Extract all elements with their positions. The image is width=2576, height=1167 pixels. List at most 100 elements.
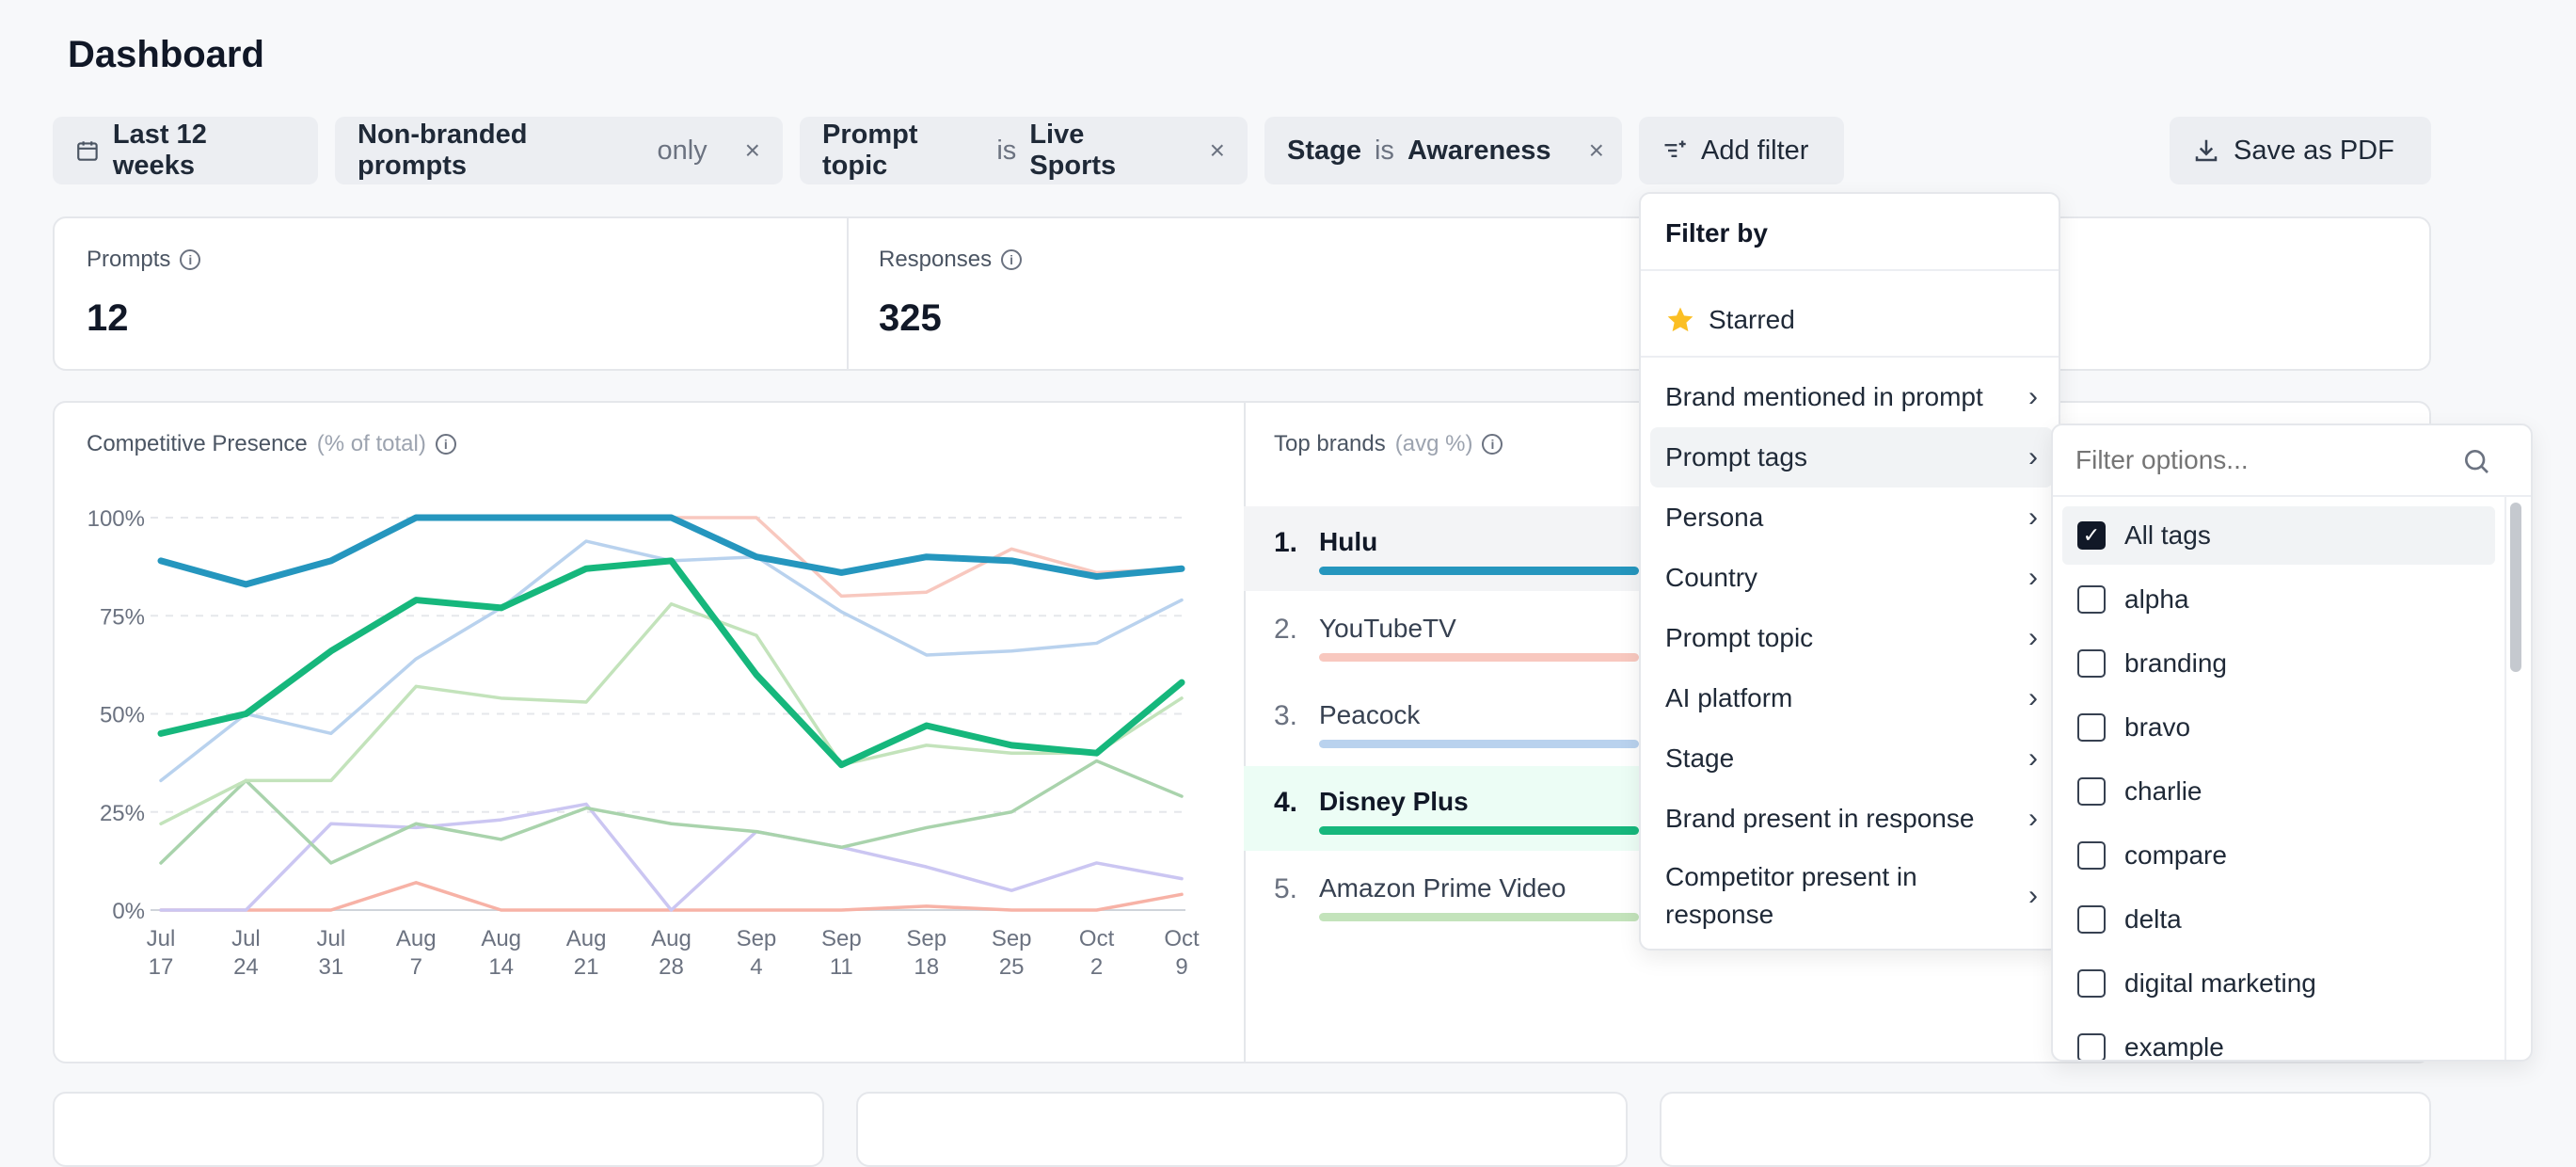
tag-option[interactable]: branding <box>2062 634 2495 693</box>
scrollbar-thumb[interactable] <box>2510 503 2521 672</box>
info-icon[interactable]: i <box>1001 249 1023 270</box>
brand-bar <box>1319 653 1639 662</box>
tag-option[interactable]: digital marketing <box>2062 954 2495 1013</box>
filter-country[interactable]: Country › <box>1665 562 2038 593</box>
menu-divider <box>1641 269 2059 271</box>
non-branded-qualifier: only <box>657 135 708 166</box>
brand-row-disney-plus[interactable]: 4. Disney Plus <box>1244 766 1639 851</box>
x-tick-label: 31 <box>318 954 343 980</box>
chevron-right-icon: › <box>2028 441 2038 472</box>
tag-option[interactable]: charlie <box>2062 762 2495 821</box>
brand-rank: 5. <box>1274 873 1298 904</box>
brand-bar <box>1319 567 1639 575</box>
x-tick-label: Aug <box>481 926 521 951</box>
remove-stage-icon[interactable]: × <box>1588 136 1604 165</box>
checkbox-checked[interactable]: ✓ <box>2077 521 2106 550</box>
remove-prompt-topic-icon[interactable]: × <box>1209 136 1225 165</box>
brand-name: YouTubeTV <box>1319 614 1456 643</box>
stage-field: Stage <box>1287 135 1361 166</box>
top-brands-title: Top brands (avg %) i <box>1274 431 1503 457</box>
tag-option[interactable]: bravo <box>2062 698 2495 757</box>
tag-option-all[interactable]: ✓ All tags <box>2062 506 2495 565</box>
non-branded-chip[interactable]: Non-branded prompts only × <box>335 117 783 184</box>
filter-persona[interactable]: Persona › <box>1665 502 2038 533</box>
x-tick-label: Aug <box>566 926 607 951</box>
x-tick-label: 28 <box>659 954 684 980</box>
x-tick-label: 25 <box>999 954 1025 980</box>
filter-options-input[interactable] <box>2053 425 2448 495</box>
stage-chip[interactable]: Stage is Awareness × <box>1264 117 1622 184</box>
brand-bar <box>1319 913 1639 921</box>
brand-name: Disney Plus <box>1319 787 1469 816</box>
prompt-topic-op: is <box>996 135 1017 166</box>
checkbox[interactable] <box>2077 1033 2106 1060</box>
prompt-topic-chip[interactable]: Prompt topic is Live Sports × <box>800 117 1248 184</box>
x-tick-label: 17 <box>149 954 174 980</box>
filter-stage[interactable]: Stage › <box>1665 743 2038 774</box>
brand-name: Amazon Prime Video <box>1319 873 1566 903</box>
info-icon[interactable]: i <box>435 434 456 455</box>
chevron-right-icon: › <box>2028 502 2038 533</box>
remove-non-branded-icon[interactable]: × <box>744 136 760 165</box>
add-filter-button[interactable]: Add filter <box>1639 117 1844 184</box>
filter-brand-present[interactable]: Brand present in response › <box>1665 803 2038 834</box>
prompt-topic-field: Prompt topic <box>822 120 918 181</box>
brand-row-hulu[interactable]: 1. Hulu <box>1244 506 1639 591</box>
add-filter-label: Add filter <box>1701 135 1809 166</box>
checkbox[interactable] <box>2077 905 2106 934</box>
checkbox[interactable] <box>2077 649 2106 678</box>
chevron-right-icon: › <box>2028 880 2038 911</box>
y-tick-label: 25% <box>100 801 145 826</box>
brand-row-amazon-prime[interactable]: 5. Amazon Prime Video <box>1244 853 1639 937</box>
x-tick-label: 21 <box>574 954 599 980</box>
search-icon[interactable] <box>2461 446 2491 476</box>
series-line <box>157 557 1185 769</box>
filter-plus-icon <box>1664 140 1686 157</box>
checkbox[interactable] <box>2077 585 2106 614</box>
series-line <box>159 516 1184 599</box>
chevron-right-icon: › <box>2028 381 2038 412</box>
x-tick-label: Oct <box>1079 926 1115 951</box>
brand-bar <box>1319 826 1639 835</box>
checkbox[interactable] <box>2077 841 2106 870</box>
tag-option[interactable]: delta <box>2062 890 2495 949</box>
save-pdf-button[interactable]: Save as PDF <box>2170 117 2431 184</box>
save-pdf-label: Save as PDF <box>2234 135 2394 166</box>
filter-prompt-tags[interactable]: Prompt tags › <box>1650 427 2053 488</box>
filter-prompt-topic[interactable]: Prompt topic › <box>1665 622 2038 653</box>
checkbox[interactable] <box>2077 969 2106 998</box>
filter-competitor-present[interactable]: Competitor present in response › <box>1665 862 2038 929</box>
x-tick-label: Sep <box>992 926 1032 951</box>
filter-ai-platform[interactable]: AI platform › <box>1665 682 2038 713</box>
download-icon <box>2195 139 2218 162</box>
brand-row-youtubetv[interactable]: 2. YouTubeTV <box>1244 593 1639 678</box>
x-tick-label: 14 <box>488 954 514 980</box>
filter-brand-mentioned[interactable]: Brand mentioned in prompt › <box>1665 381 2038 412</box>
series-line <box>159 802 1184 912</box>
y-tick-label: 0% <box>112 899 145 924</box>
info-icon[interactable]: i <box>180 249 201 270</box>
series-line <box>159 601 1184 826</box>
filter-starred[interactable]: Starred <box>1650 284 2053 356</box>
brand-rank: 2. <box>1274 614 1298 645</box>
x-tick-label: Sep <box>737 926 777 951</box>
brand-rank: 4. <box>1274 787 1298 818</box>
x-tick-label: 11 <box>830 954 853 980</box>
checkbox[interactable] <box>2077 713 2106 742</box>
x-tick-label: Jul <box>231 926 261 951</box>
tag-option[interactable]: alpha <box>2062 570 2495 629</box>
brand-row-peacock[interactable]: 3. Peacock <box>1244 679 1639 764</box>
x-tick-label: 7 <box>410 954 422 980</box>
stage-op: is <box>1374 135 1394 166</box>
date-range-label: Last 12 weeks <box>112 120 207 181</box>
submenu-divider <box>2053 495 2531 497</box>
tag-option[interactable]: example <box>2062 1018 2495 1060</box>
date-range-chip[interactable]: Last 12 weeks <box>53 117 318 184</box>
info-icon[interactable]: i <box>1482 434 1503 455</box>
tag-option[interactable]: compare <box>2062 826 2495 885</box>
series-line <box>159 881 1184 912</box>
stats-divider <box>847 218 849 369</box>
star-icon <box>1667 307 1693 332</box>
checkbox[interactable] <box>2077 777 2106 806</box>
citations-card <box>1660 1092 2431 1167</box>
